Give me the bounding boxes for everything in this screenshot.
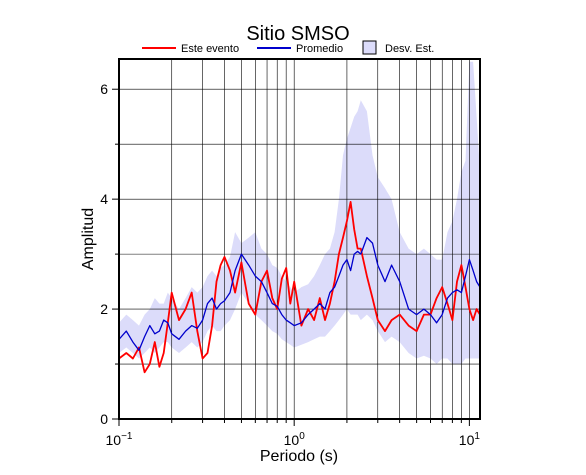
series-layer <box>119 201 480 374</box>
mean-series-line <box>119 236 480 351</box>
x-tick-label: 10−1 <box>106 431 133 448</box>
x-tick-label: 101 <box>459 431 481 448</box>
tick-layer: 10−1 100 101 0 2 4 6 <box>100 81 480 448</box>
y-tick-label: 4 <box>100 191 108 207</box>
legend: Este evento Promedio Desv. Est. <box>142 40 434 55</box>
event-series-line <box>119 201 480 374</box>
legend-std-label: Desv. Est. <box>385 43 434 55</box>
grid-layer <box>119 59 480 419</box>
y-tick-label: 0 <box>100 411 108 427</box>
plot-frame <box>118 58 481 420</box>
std-band-area <box>119 61 480 364</box>
x-tick-label: 100 <box>284 431 306 448</box>
y-axis-label: Amplitud <box>80 208 97 270</box>
y-tick-label: 6 <box>100 81 108 97</box>
std-band-layer <box>119 61 480 364</box>
x-axis-label: Periodo (s) <box>260 448 338 465</box>
legend-std-swatch <box>362 40 377 55</box>
legend-mean-label: Promedio <box>296 43 343 55</box>
chart-title: Sitio SMSO <box>246 23 349 45</box>
y-tick-label: 2 <box>100 301 108 317</box>
legend-event-label: Este evento <box>181 43 239 55</box>
